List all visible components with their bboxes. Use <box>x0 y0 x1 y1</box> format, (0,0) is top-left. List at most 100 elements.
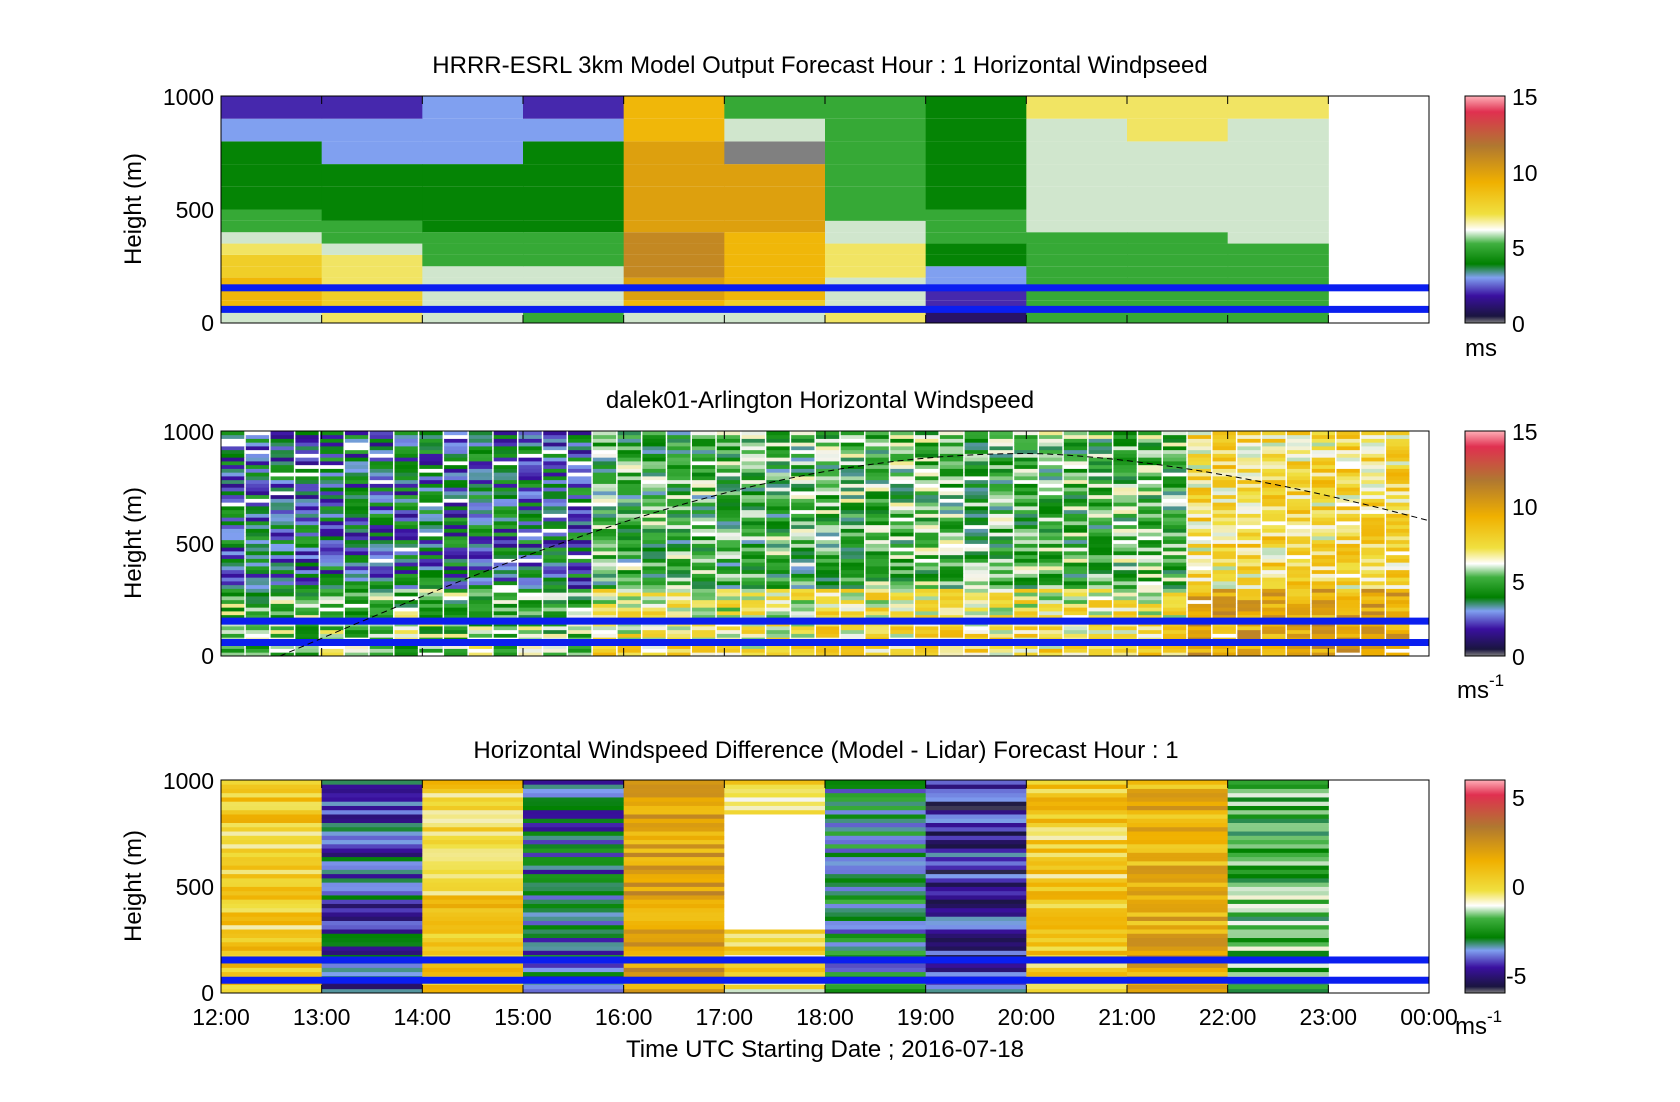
heatmap-cell <box>394 502 418 507</box>
heatmap-cell <box>419 521 443 526</box>
heatmap-cell <box>568 521 592 526</box>
heatmap-cell <box>840 547 865 552</box>
heatmap-cell <box>344 449 369 454</box>
heatmap-cell <box>493 648 517 653</box>
heatmap-cell <box>1162 453 1187 458</box>
heatmap-cell <box>716 446 741 451</box>
heatmap-cell <box>716 554 741 559</box>
heatmap-cell <box>221 96 323 119</box>
heatmap-cell <box>1262 539 1286 544</box>
heatmap-cell <box>617 566 641 571</box>
heatmap-cell <box>1162 479 1187 484</box>
heatmap-cell <box>1212 626 1236 631</box>
heatmap-cell <box>419 438 443 443</box>
heatmap-cell <box>1286 652 1311 657</box>
heatmap-cell <box>592 434 617 439</box>
heatmap-cell <box>419 551 443 556</box>
heatmap-cell <box>221 599 245 604</box>
colorbar-tick: 10 <box>1512 160 1538 186</box>
heatmap-cell <box>939 581 964 586</box>
heatmap-cell <box>1361 547 1385 552</box>
heatmap-cell <box>543 494 567 499</box>
ytick-label: 1000 <box>163 419 214 445</box>
heatmap-cell <box>444 644 468 649</box>
heatmap-cell <box>444 494 468 499</box>
heatmap-cell <box>1127 950 1229 956</box>
heatmap-cell <box>1227 788 1329 794</box>
heatmap-cell <box>1386 581 1410 586</box>
heatmap-cell <box>741 566 765 571</box>
heatmap-cell <box>1014 479 1038 484</box>
heatmap-cell <box>1162 532 1187 537</box>
heatmap-cell <box>444 573 468 578</box>
heatmap-cell <box>1026 805 1128 811</box>
heatmap-cell <box>1386 498 1410 503</box>
heatmap-cell <box>1286 521 1311 526</box>
heatmap-cell <box>642 461 666 466</box>
heatmap-cell <box>825 814 927 819</box>
heatmap-cell <box>741 438 765 443</box>
heatmap-cell <box>1113 536 1137 541</box>
heatmap-cell <box>766 536 790 541</box>
heatmap-cell <box>925 933 1027 939</box>
heatmap-cell <box>1127 912 1229 917</box>
heatmap-cell <box>493 629 517 634</box>
heatmap-cell <box>1212 513 1236 518</box>
heatmap-cell <box>344 543 369 548</box>
heatmap-cell <box>1039 536 1063 541</box>
heatmap-cell <box>815 431 840 436</box>
heatmap-cell <box>667 517 691 522</box>
heatmap-cell <box>321 963 423 968</box>
heatmap-cell <box>518 442 542 447</box>
heatmap-cell <box>245 599 270 604</box>
heatmap-cell <box>623 839 725 845</box>
heatmap-cell <box>221 483 245 488</box>
panel-model-ylabel: Height (m) <box>120 153 147 265</box>
heatmap-cell <box>1361 611 1385 616</box>
panel-model-colorbar <box>1464 95 1506 324</box>
heatmap-cell <box>1227 801 1329 806</box>
heatmap-cell <box>840 652 865 657</box>
heatmap-cell <box>791 588 815 593</box>
heatmap-cell <box>221 611 245 616</box>
heatmap-cell <box>1262 434 1286 439</box>
heatmap-cell <box>1361 464 1385 469</box>
heatmap-cell <box>444 588 468 593</box>
heatmap-cell <box>865 614 889 619</box>
heatmap-cell <box>543 629 567 634</box>
heatmap-cell <box>592 468 617 473</box>
heatmap-cell <box>1311 532 1336 537</box>
heatmap-cell <box>1113 509 1137 514</box>
heatmap-cell <box>419 517 443 522</box>
heatmap-cell <box>741 453 765 458</box>
heatmap-cell <box>1113 479 1137 484</box>
colorbar-tick: -5 <box>1506 963 1526 989</box>
heatmap-cell <box>245 588 270 593</box>
heatmap-cell <box>1162 614 1187 619</box>
heatmap-cell <box>394 479 418 484</box>
heatmap-cell <box>394 434 418 439</box>
heatmap-cell <box>815 603 840 608</box>
heatmap-cell <box>815 479 840 484</box>
heatmap-cell <box>1311 517 1336 522</box>
heatmap-cell <box>623 784 725 789</box>
heatmap-cell <box>815 648 840 653</box>
heatmap-cell <box>1336 453 1360 458</box>
heatmap-cell <box>915 547 939 552</box>
heatmap-cell <box>1336 442 1360 447</box>
heatmap-cell <box>1311 483 1336 488</box>
heatmap-cell <box>617 573 641 578</box>
heatmap-cell <box>716 648 741 653</box>
heatmap-cell <box>865 498 889 503</box>
heatmap-cell <box>221 592 245 597</box>
heatmap-cell <box>369 468 394 473</box>
heatmap-cell <box>617 509 641 514</box>
heatmap-cell <box>568 592 592 597</box>
heatmap-cell <box>1063 569 1088 574</box>
heatmap-cell <box>1237 461 1261 466</box>
heatmap-cell <box>989 547 1013 552</box>
heatmap-cell <box>939 573 964 578</box>
heatmap-cell <box>1237 566 1261 571</box>
heatmap-cell <box>865 644 889 649</box>
heatmap-cell <box>1162 558 1187 563</box>
